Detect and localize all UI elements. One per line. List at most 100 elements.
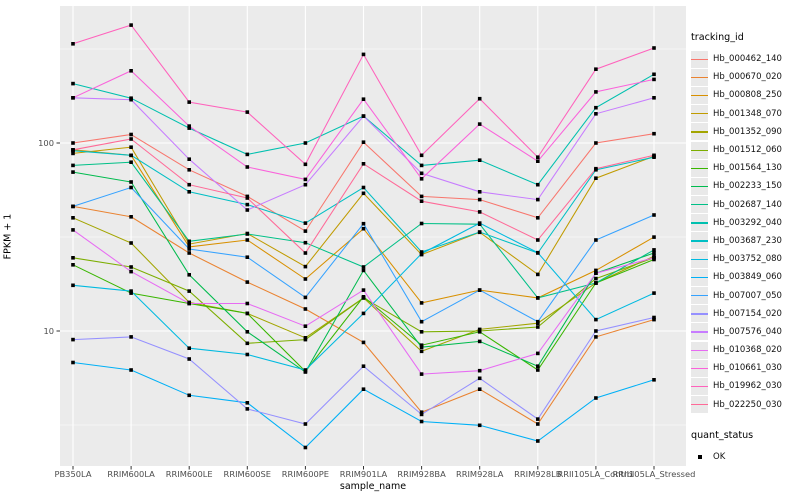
legend-item-label: Hb_007007_050 <box>713 290 782 301</box>
data-point <box>187 124 191 128</box>
data-point <box>303 240 308 245</box>
x-tick-label: RRIM928LB <box>514 469 562 479</box>
data-point <box>419 343 424 347</box>
legend-item-label: Hb_019962_030 <box>713 381 782 392</box>
data-point <box>477 197 482 202</box>
legend-key-line-icon <box>691 196 708 214</box>
legend-key-line-icon <box>691 232 708 250</box>
data-point <box>419 419 424 424</box>
data-point <box>71 263 75 267</box>
data-point <box>536 155 540 159</box>
data-point <box>652 251 656 255</box>
legend-key-line-icon <box>691 141 708 159</box>
data-point <box>594 271 598 275</box>
x-tick-label: RRIM928LA <box>455 469 504 479</box>
legend-key-line-icon <box>691 268 708 286</box>
data-point <box>187 157 191 161</box>
data-point <box>187 251 191 255</box>
legend-item-label: Hb_001564_130 <box>713 163 782 174</box>
data-point <box>361 268 366 273</box>
legend-item-label: OK <box>713 451 726 462</box>
data-point <box>419 412 424 417</box>
data-point <box>71 256 75 260</box>
data-point <box>303 445 308 450</box>
data-point <box>652 131 656 136</box>
legend-item-Hb_003687_230: Hb_003687_230 <box>691 232 799 250</box>
x-tick-label: RRII105LA_Control <box>557 469 635 479</box>
data-point <box>245 280 250 284</box>
legend-item-Hb_007576_040: Hb_007576_040 <box>691 323 799 341</box>
data-point <box>71 360 75 365</box>
data-point <box>245 301 250 306</box>
data-point <box>187 239 191 244</box>
legend-item-Hb_019962_030: Hb_019962_030 <box>691 377 799 395</box>
data-point <box>71 204 75 209</box>
data-point <box>245 352 250 357</box>
legend-item-Hb_000462_140: Hb_000462_140 <box>691 50 799 68</box>
legend-item-label: Hb_000808_250 <box>713 90 782 101</box>
data-point <box>477 288 482 292</box>
data-point <box>129 69 133 73</box>
data-point <box>419 199 424 203</box>
data-point <box>187 247 191 251</box>
legend-key-line-icon <box>691 396 708 414</box>
legend-quant-status: quant_status OK <box>691 430 799 466</box>
data-point <box>245 407 250 411</box>
legend-key-line-icon <box>691 86 708 104</box>
data-point <box>129 23 133 27</box>
data-point <box>652 72 656 77</box>
legend-item-label: Hb_010368_020 <box>713 345 782 356</box>
data-point <box>187 289 191 293</box>
data-point <box>129 265 133 269</box>
data-point <box>594 112 598 116</box>
legend-item-Hb_001348_070: Hb_001348_070 <box>691 105 799 123</box>
data-point <box>594 67 598 71</box>
data-point <box>652 153 656 158</box>
data-point <box>129 137 133 141</box>
legend-item-Hb_001352_090: Hb_001352_090 <box>691 123 799 141</box>
data-point <box>419 330 424 334</box>
data-point <box>303 422 308 426</box>
data-point <box>477 230 482 234</box>
data-point <box>71 141 75 145</box>
data-point <box>245 152 250 157</box>
legend-item-label: Hb_007154_020 <box>713 308 782 319</box>
data-point <box>187 168 191 172</box>
legend-key-point-icon <box>691 448 708 465</box>
data-point <box>187 182 191 187</box>
data-point <box>361 288 366 292</box>
data-point <box>303 277 308 281</box>
data-point <box>303 307 308 311</box>
data-point <box>303 182 308 187</box>
data-point <box>129 180 133 184</box>
x-axis-title: sample_name <box>339 481 407 492</box>
data-point <box>594 276 598 281</box>
data-point <box>652 155 656 159</box>
legend-item-label: Hb_001512_060 <box>713 145 782 156</box>
legend-item-label: Hb_001352_090 <box>713 126 782 137</box>
legend-item-Hb_001512_060: Hb_001512_060 <box>691 141 799 159</box>
data-point <box>361 114 366 118</box>
legend-item-label: Hb_002233_150 <box>713 181 782 192</box>
x-tick-label: RRIM901LA <box>339 469 388 479</box>
data-point <box>419 349 424 354</box>
legend-key-line-icon <box>691 123 708 141</box>
legend-key-line-icon <box>691 287 708 305</box>
legend-item-Hb_007154_020: Hb_007154_020 <box>691 305 799 323</box>
legend-key-line-icon <box>691 177 708 195</box>
data-point <box>129 291 133 295</box>
data-point <box>245 196 250 200</box>
data-point <box>129 215 133 219</box>
data-point <box>245 238 250 242</box>
data-point <box>419 372 424 376</box>
data-point <box>129 368 133 372</box>
data-point <box>361 295 366 299</box>
data-point <box>129 145 133 149</box>
legend-key-line-icon <box>691 305 708 323</box>
legend-item-Hb_007007_050: Hb_007007_050 <box>691 286 799 305</box>
data-point <box>652 46 656 50</box>
legend-item-Hb_000808_250: Hb_000808_250 <box>691 86 799 104</box>
data-point <box>419 410 424 414</box>
y-tick-label: 10 <box>43 326 54 336</box>
